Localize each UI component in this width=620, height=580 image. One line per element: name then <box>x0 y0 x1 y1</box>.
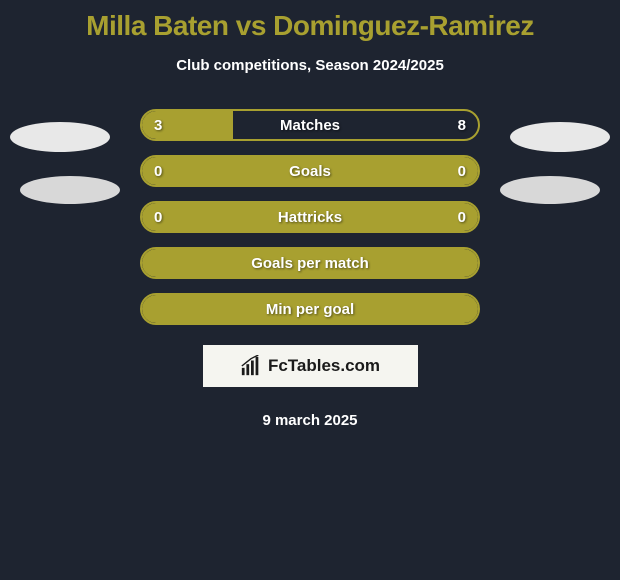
stat-value-right: 0 <box>458 209 466 226</box>
stat-bar-hattricks: 0 Hattricks 0 <box>140 201 480 233</box>
page-title: Milla Baten vs Dominguez-Ramirez <box>0 10 620 42</box>
stat-bar-matches: 3 Matches 8 <box>140 109 480 141</box>
stat-value-left: 0 <box>154 209 162 226</box>
stat-bar-row: Goals per match <box>0 247 620 279</box>
season-subtitle: Club competitions, Season 2024/2025 <box>0 57 620 74</box>
stat-label: Min per goal <box>266 301 354 318</box>
stat-value-left: 0 <box>154 163 162 180</box>
stat-label: Goals per match <box>251 255 369 272</box>
logo-box: FcTables.com <box>203 345 418 387</box>
stat-bar-row: Min per goal <box>0 293 620 325</box>
stat-value-right: 8 <box>458 117 466 134</box>
stat-value-right: 0 <box>458 163 466 180</box>
stat-label: Matches <box>280 117 340 134</box>
chart-icon <box>240 355 262 377</box>
stat-bar-row: 3 Matches 8 <box>0 109 620 141</box>
stat-label: Goals <box>289 163 331 180</box>
stat-bar-row: 0 Hattricks 0 <box>0 201 620 233</box>
stat-bars-section: 3 Matches 8 0 Goals 0 0 Hattricks 0 Goal… <box>0 109 620 325</box>
stat-label: Hattricks <box>278 209 342 226</box>
stat-bar-goals-per-match: Goals per match <box>140 247 480 279</box>
stat-value-left: 3 <box>154 117 162 134</box>
stat-bar-row: 0 Goals 0 <box>0 155 620 187</box>
stat-bar-min-per-goal: Min per goal <box>140 293 480 325</box>
date-text: 9 march 2025 <box>0 412 620 429</box>
header: Milla Baten vs Dominguez-Ramirez Club co… <box>0 0 620 74</box>
logo-text: FcTables.com <box>268 356 380 376</box>
stat-bar-goals: 0 Goals 0 <box>140 155 480 187</box>
